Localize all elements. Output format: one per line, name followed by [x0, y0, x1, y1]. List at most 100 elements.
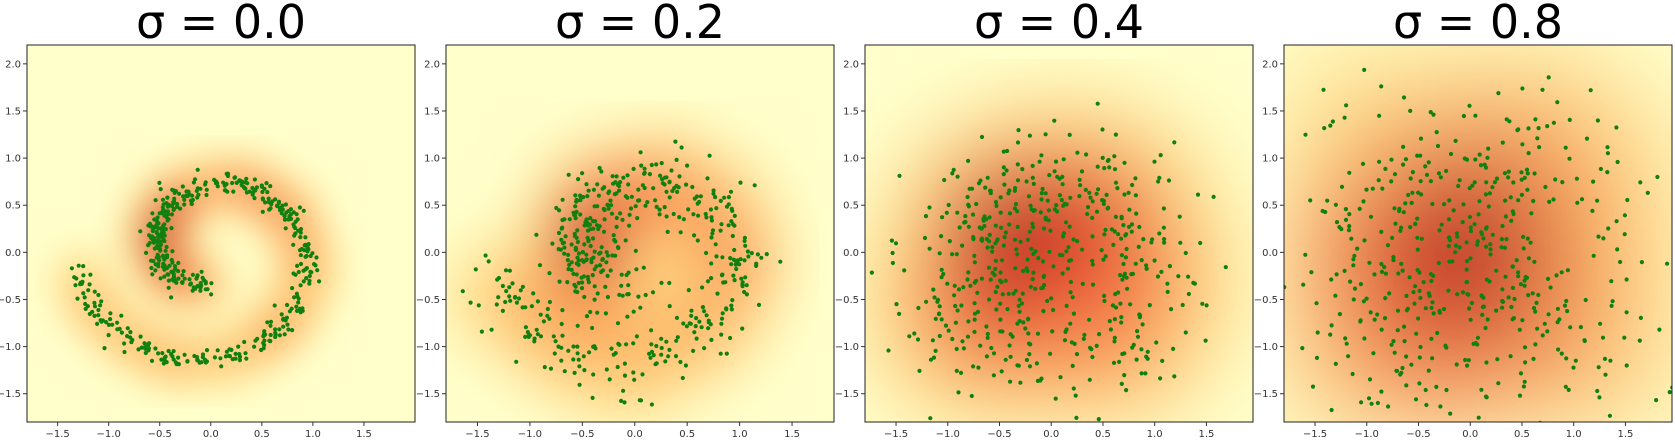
density-cell — [1020, 129, 1031, 140]
data-point — [993, 241, 998, 246]
data-point — [86, 288, 91, 293]
density-cell — [1117, 261, 1128, 272]
density-cell — [1000, 327, 1011, 338]
density-cell — [1107, 195, 1118, 206]
density-cell — [1516, 374, 1527, 385]
density-cell — [1194, 327, 1205, 338]
density-cell — [923, 365, 934, 376]
density-cell — [1039, 205, 1050, 216]
density-cell — [1156, 337, 1167, 348]
density-cell — [1088, 252, 1099, 263]
density-cell — [56, 261, 67, 272]
data-point — [584, 252, 589, 257]
density-cell — [1594, 158, 1605, 169]
density-cell — [1107, 186, 1118, 197]
density-cell — [1633, 195, 1644, 206]
data-point — [713, 242, 718, 247]
density-cell — [143, 214, 154, 225]
density-cell — [669, 148, 680, 159]
data-point — [742, 258, 747, 263]
density-cell — [288, 242, 300, 253]
density-cell — [669, 337, 680, 348]
density-cell — [1516, 252, 1527, 263]
density-cell — [1088, 271, 1099, 282]
data-point — [1002, 182, 1007, 187]
density-cell — [240, 195, 251, 206]
density-cell — [952, 412, 963, 422]
data-point — [586, 280, 592, 285]
density-cell — [1136, 365, 1147, 376]
density-cell — [94, 327, 106, 338]
data-point — [897, 311, 902, 316]
density-cell — [1371, 365, 1382, 376]
data-point — [604, 260, 609, 265]
density-cell — [1284, 176, 1295, 187]
data-point — [729, 303, 734, 308]
data-point — [599, 169, 604, 174]
density-cell — [543, 242, 554, 253]
density-cell — [1049, 129, 1060, 140]
density-cell — [1487, 327, 1498, 338]
data-point — [946, 328, 951, 333]
density-cell — [1107, 412, 1118, 422]
density-cell — [279, 233, 290, 244]
density-cell — [1604, 403, 1615, 414]
density-cell — [1000, 129, 1011, 140]
data-point — [532, 339, 537, 344]
density-cell — [1497, 186, 1508, 197]
density-cell — [903, 374, 914, 385]
density-cell — [649, 308, 660, 319]
density-cell — [620, 299, 631, 310]
density-cell — [591, 233, 602, 244]
density-cell — [153, 290, 164, 300]
density-cell — [133, 346, 144, 357]
data-point — [291, 210, 296, 215]
data-point — [1139, 258, 1144, 263]
density-cell — [1400, 374, 1411, 385]
density-cell — [1029, 167, 1041, 178]
density-cell — [669, 346, 680, 357]
density-cell — [1604, 308, 1615, 319]
density-cell — [1613, 365, 1624, 376]
density-cell — [1126, 280, 1138, 291]
density-cell — [620, 158, 631, 169]
density-cell — [678, 129, 689, 140]
density-cell — [562, 384, 573, 395]
density-cell — [981, 365, 992, 376]
density-cell — [1156, 214, 1167, 225]
density-cell — [766, 280, 777, 291]
data-point — [689, 308, 694, 313]
data-point — [1152, 159, 1157, 164]
density-cell — [318, 271, 329, 282]
data-point — [742, 235, 748, 240]
data-point — [1126, 190, 1131, 195]
data-point — [1070, 295, 1075, 300]
density-cell — [894, 327, 905, 338]
density-cell — [932, 318, 944, 329]
density-cell — [1000, 139, 1011, 150]
density-cell — [1342, 384, 1353, 395]
density-cell — [1381, 224, 1392, 234]
density-cell — [1088, 101, 1099, 112]
y-tick-label: 1.5 — [843, 106, 859, 117]
data-point — [559, 321, 564, 327]
density-cell — [737, 290, 748, 300]
density-cell — [1487, 242, 1498, 253]
density-cell — [172, 242, 183, 253]
density-cell — [874, 327, 885, 338]
density-cell — [913, 412, 924, 422]
density-cell — [1448, 242, 1460, 253]
density-cell — [182, 195, 193, 206]
density-cell — [1146, 252, 1157, 263]
density-cell — [942, 176, 953, 187]
density-cell — [581, 356, 592, 366]
density-cell — [698, 224, 709, 234]
data-point — [576, 357, 581, 362]
density-cell — [1478, 403, 1489, 414]
density-cell — [133, 365, 144, 376]
density-cell — [707, 261, 719, 272]
data-point — [719, 316, 725, 321]
data-point — [584, 182, 589, 187]
data-point — [995, 284, 1000, 289]
data-point — [690, 184, 695, 190]
